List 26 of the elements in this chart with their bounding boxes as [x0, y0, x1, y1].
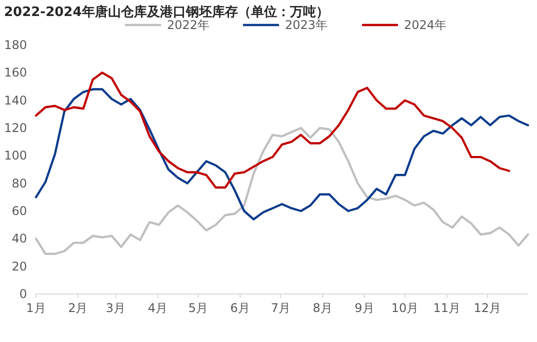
y-tick-label: 160 [4, 66, 27, 80]
x-tick-label: 5月 [188, 301, 208, 315]
y-tick-label: 140 [4, 93, 27, 108]
y-tick-label: 80 [12, 176, 27, 190]
x-tick-label: 2月 [68, 301, 88, 315]
y-tick-label: 40 [12, 232, 27, 246]
y-tick-label: 20 [12, 259, 27, 274]
legend-label: 2023年 [285, 18, 328, 32]
x-tick-label: 3月 [106, 301, 126, 315]
y-tick-label: 180 [4, 38, 27, 52]
legend-label: 2024年 [404, 18, 447, 32]
x-tick-label: 4月 [148, 301, 168, 315]
y-tick-label: 100 [4, 148, 27, 163]
x-tick-label: 10月 [391, 301, 419, 315]
x-tick-label: 11月 [433, 301, 461, 315]
x-tick-label: 1月 [26, 301, 46, 315]
legend-label: 2022年 [167, 18, 210, 32]
y-tick-label: 0 [19, 287, 27, 301]
x-tick-label: 12月 [474, 301, 502, 315]
x-tick-label: 6月 [230, 301, 250, 315]
y-tick-label: 120 [4, 121, 27, 135]
x-tick-label: 9月 [354, 301, 374, 315]
y-tick-label: 60 [12, 204, 27, 218]
x-tick-label: 7月 [270, 301, 290, 315]
title: 2022-2024年唐山仓库及港口钢坯库存（单位：万吨） [4, 5, 329, 20]
x-tick-label: 8月 [312, 301, 332, 315]
